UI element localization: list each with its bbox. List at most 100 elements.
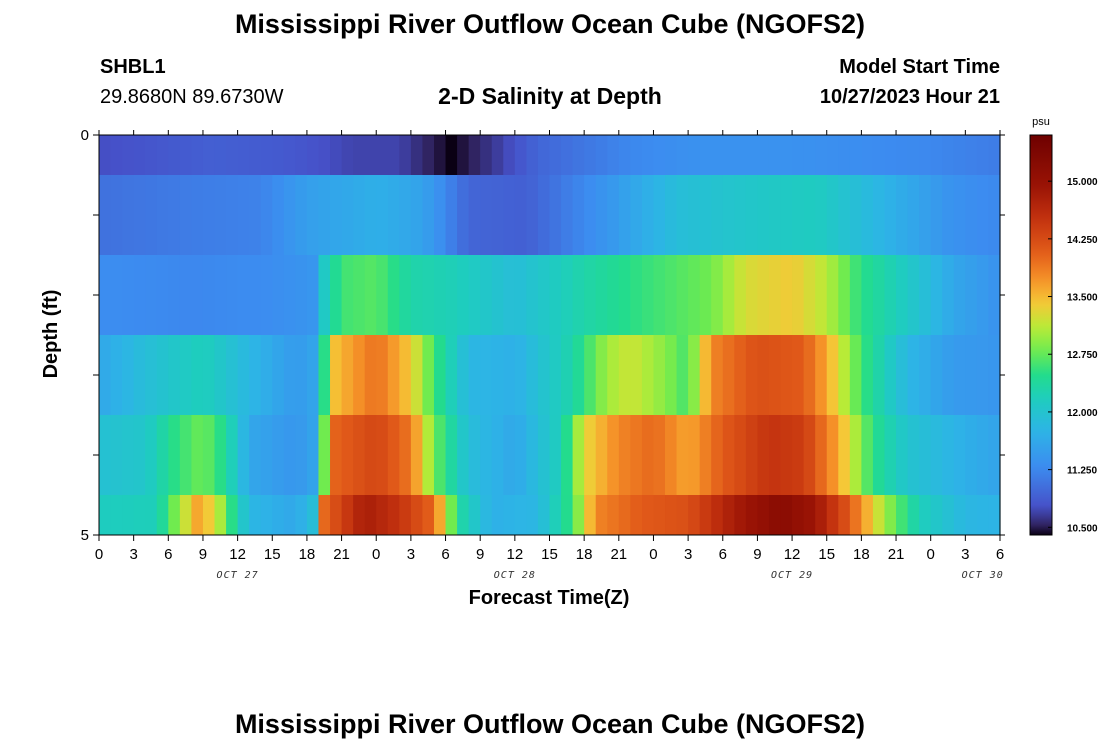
heatmap-cell (191, 175, 204, 255)
heatmap-cell (445, 175, 458, 255)
heatmap-cell (191, 135, 204, 175)
heatmap-cell (861, 335, 874, 415)
heatmap-cell (861, 135, 874, 175)
heatmap-cell (202, 135, 216, 175)
heatmap-cell (976, 135, 990, 175)
heatmap-cell (872, 335, 886, 415)
heatmap-cell (861, 495, 874, 535)
heatmap-cell (953, 135, 966, 175)
heatmap-cell (503, 335, 516, 415)
heatmap-cell (387, 175, 400, 255)
heatmap-cell (260, 335, 273, 415)
heatmap-cell (630, 335, 643, 415)
heatmap-cell (468, 495, 481, 535)
heatmap-cell (537, 335, 551, 415)
heatmap-cell (884, 335, 897, 415)
heatmap-cell (214, 255, 227, 335)
heatmap-cell (503, 415, 516, 495)
chart-title-repeat: Mississippi River Outflow Ocean Cube (NG… (234, 709, 866, 739)
heatmap-cell (226, 175, 239, 255)
heatmap-cell (734, 495, 747, 535)
heatmap-cell (688, 255, 701, 335)
date-label: OCT 29 (771, 570, 813, 581)
x-tick-label: 0 (927, 546, 935, 563)
heatmap-cell (711, 335, 724, 415)
heatmap-cell (364, 495, 377, 535)
heatmap-cell (722, 175, 735, 255)
x-tick-label: 18 (576, 546, 593, 563)
heatmap-cell (468, 335, 481, 415)
heatmap-cell (156, 495, 169, 535)
heatmap-cell (699, 495, 712, 535)
heatmap-cell (607, 415, 620, 495)
heatmap-cell (110, 135, 123, 175)
heatmap-cell (526, 415, 539, 495)
heatmap-cell (722, 335, 735, 415)
heatmap-cell (711, 135, 724, 175)
heatmap-cell (491, 175, 504, 255)
x-tick-label: 21 (888, 546, 905, 563)
heatmap-cell (757, 335, 770, 415)
heatmap-cell (353, 175, 366, 255)
heatmap-cell (214, 135, 227, 175)
heatmap-cell (283, 255, 296, 335)
heatmap-cell (734, 335, 747, 415)
heatmap-cell (445, 255, 458, 335)
heatmap-cell (595, 255, 608, 335)
heatmap-cell (330, 335, 343, 415)
heatmap-cell (503, 175, 516, 255)
heatmap-cell (376, 255, 389, 335)
heatmap-cell (156, 335, 169, 415)
x-tick-label: 3 (684, 546, 692, 563)
heatmap-cell (410, 255, 424, 335)
heatmap-cell (953, 495, 966, 535)
heatmap-cell (514, 415, 527, 495)
heatmap-cell (214, 415, 227, 495)
heatmap-cell (179, 135, 193, 175)
heatmap-cell (433, 175, 447, 255)
heatmap-cell (688, 175, 701, 255)
heatmap-cell (191, 495, 204, 535)
heatmap-cell (549, 135, 562, 175)
heatmap-cell (965, 255, 978, 335)
heatmap-cell (942, 135, 955, 175)
heatmap-cell (745, 495, 759, 535)
colorbar: psu 10.500 11.250 12.000 12.750 13.500 14.250… (1029, 116, 1098, 536)
heatmap-cell (179, 335, 193, 415)
heatmap-cell (676, 135, 689, 175)
heatmap-cell (630, 415, 643, 495)
heatmap-cell (768, 335, 782, 415)
heatmap-cell (237, 415, 250, 495)
heatmap-cell (792, 135, 805, 175)
heatmap-cell (376, 495, 389, 535)
heatmap-cell (537, 495, 551, 535)
heatmap-cell (896, 415, 909, 495)
heatmap-cell (561, 415, 574, 495)
heatmap-cell (849, 135, 862, 175)
x-tick-label: 15 (264, 546, 281, 563)
heatmap-cell (514, 495, 527, 535)
heatmap-cell (376, 335, 389, 415)
heatmap-cell (526, 335, 539, 415)
x-tick-label: 9 (199, 546, 207, 563)
heatmap-cell (711, 175, 724, 255)
heatmap-cell (480, 335, 493, 415)
heatmap-cell (306, 495, 320, 535)
heatmap-cell (826, 495, 839, 535)
heatmap-cell (214, 175, 227, 255)
heatmap-cell (122, 255, 135, 335)
heatmap-cell (919, 415, 932, 495)
heatmap-cell (330, 135, 343, 175)
heatmap-cell (399, 135, 412, 175)
heatmap-cell (584, 415, 597, 495)
heatmap-cell (537, 255, 551, 335)
heatmap-cell (156, 255, 169, 335)
heatmap-cell (433, 415, 447, 495)
heatmap-cell (468, 175, 481, 255)
heatmap-cell (699, 135, 712, 175)
heatmap-cell (976, 495, 990, 535)
heatmap-cell (768, 175, 782, 255)
heatmap-cell (919, 495, 932, 535)
heatmap-cell (526, 255, 539, 335)
